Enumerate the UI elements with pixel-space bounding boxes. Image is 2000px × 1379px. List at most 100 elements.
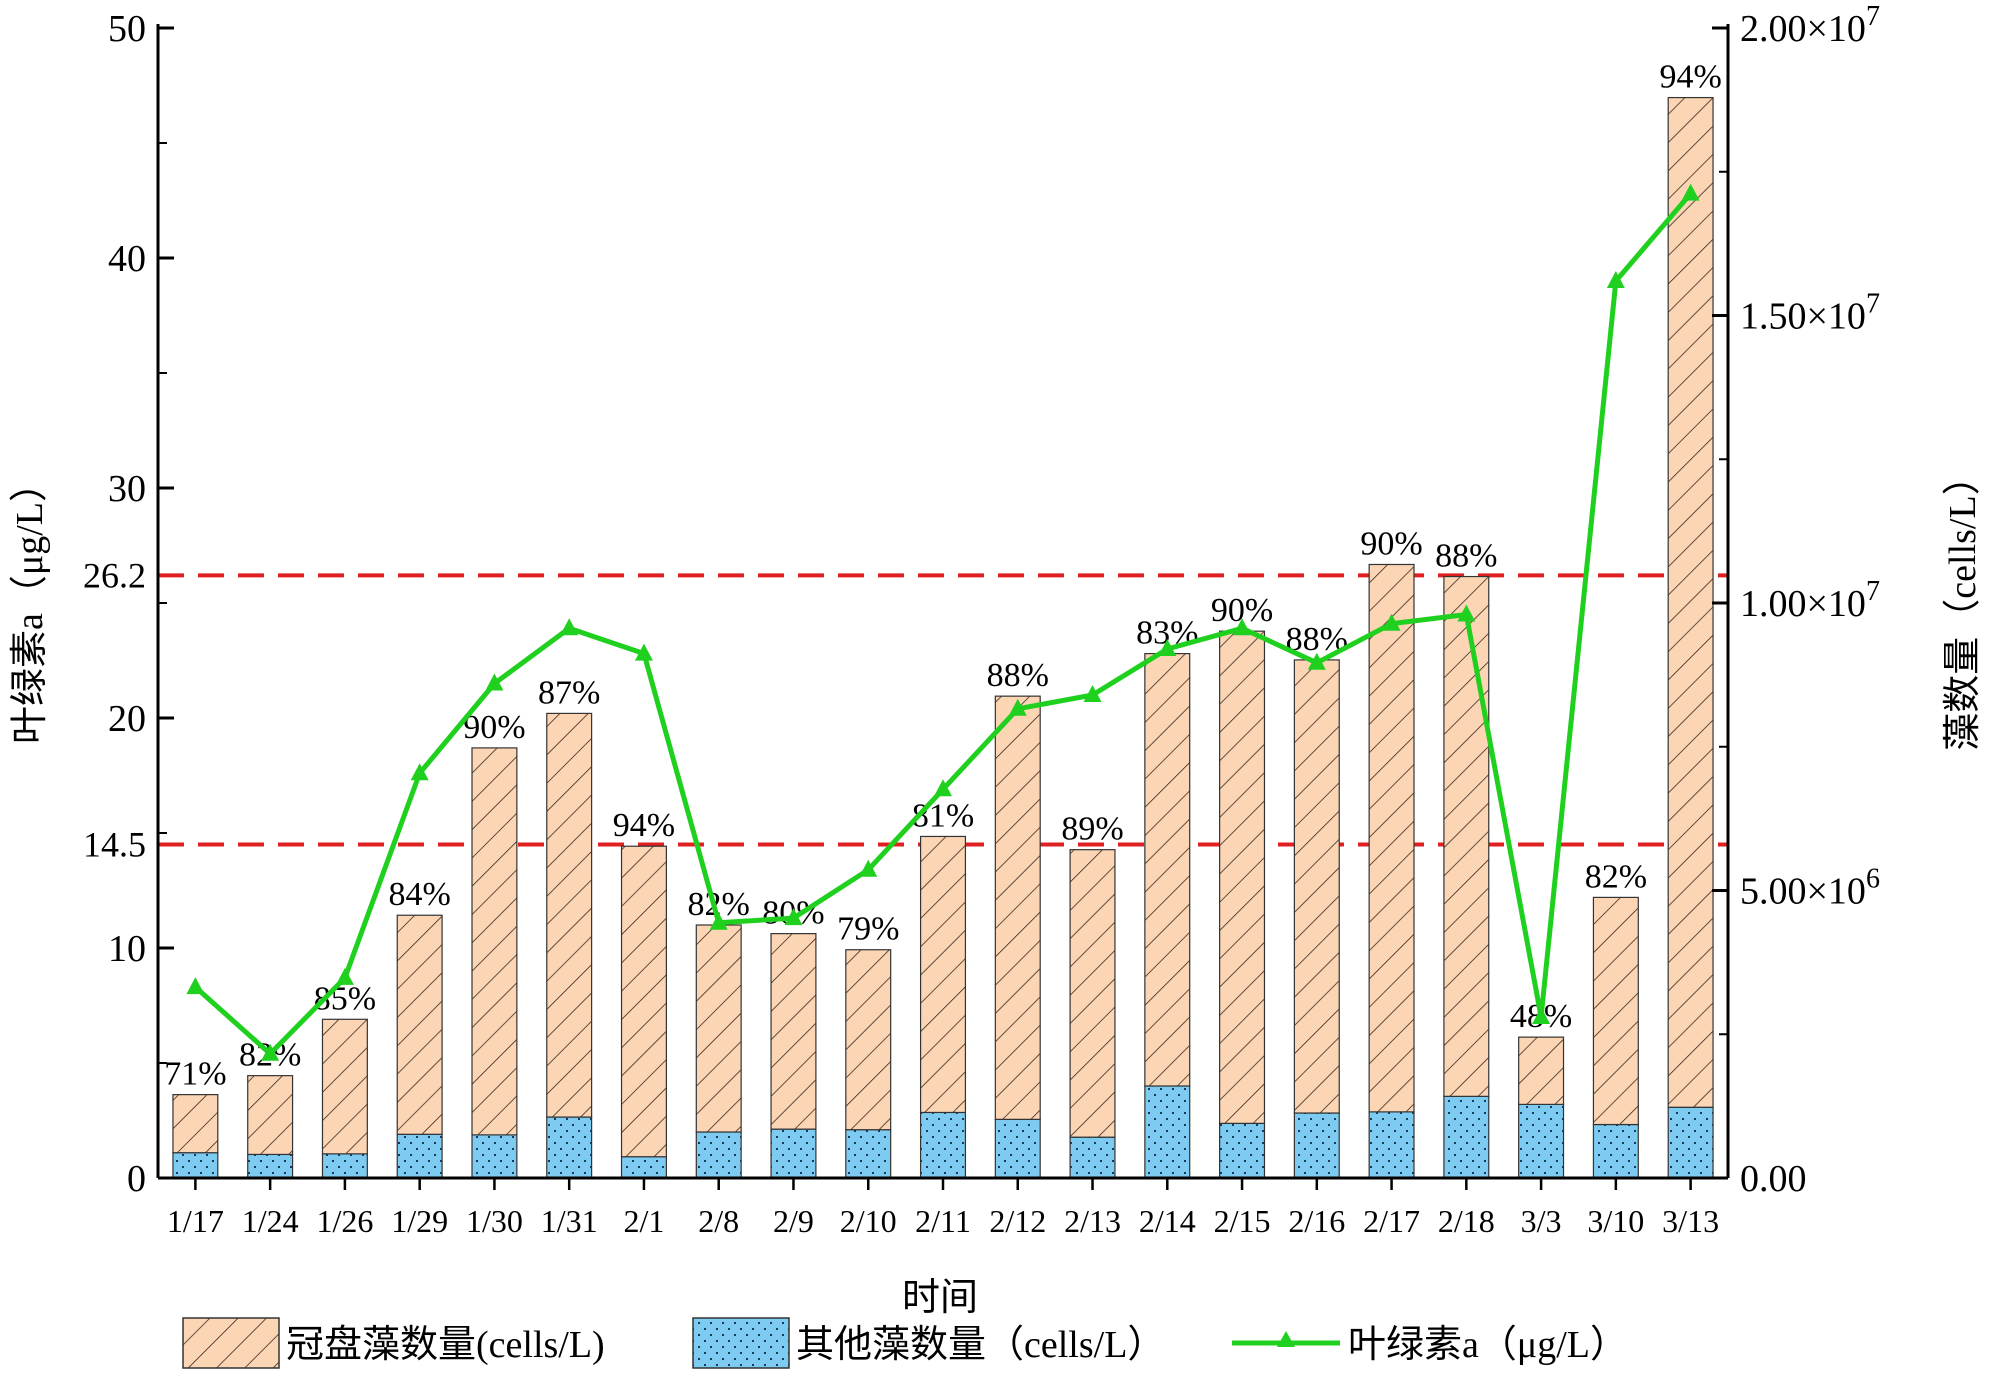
chlorophyll-point-5 (560, 618, 579, 636)
bar-dominant-4 (471, 747, 518, 1136)
chlorophyll-point-14 (1233, 618, 1252, 636)
bar-other-15 (1293, 1112, 1340, 1179)
y-right-tick-label-0: 0.00 (1740, 1158, 1807, 1200)
x-tick-label-4: 1/30 (466, 1203, 523, 1239)
y-axis-left-title: 叶绿素a（μg/L） (9, 464, 51, 744)
bar-other-5 (546, 1116, 593, 1179)
y-left-tick-label-4: 40 (108, 238, 146, 280)
chlorophyll-point-16 (1382, 613, 1401, 631)
bar-other-3 (396, 1133, 443, 1179)
bar-other-11 (994, 1118, 1041, 1179)
bar-dominant-3 (396, 914, 443, 1135)
x-tick-label-0: 1/17 (167, 1203, 224, 1239)
y-right-tick-label-3: 1.50×107 (1740, 289, 1880, 338)
bar-series (172, 96, 1714, 1179)
chlorophyll-point-0 (186, 977, 205, 995)
x-tick-label-10: 2/11 (915, 1203, 971, 1239)
x-tick-label-2: 1/26 (316, 1203, 373, 1239)
chlorophyll-point-15 (1307, 652, 1326, 670)
x-tick-label-20: 3/13 (1662, 1203, 1719, 1239)
bar-percent-label-3: 84% (389, 876, 451, 913)
bar-percent-label-0: 71% (164, 1056, 226, 1093)
x-tick-label-16: 2/17 (1363, 1203, 1420, 1239)
y-right-tick-label-2: 1.00×107 (1740, 576, 1880, 625)
bar-other-0 (172, 1152, 219, 1179)
chlorophyll-point-20 (1681, 183, 1700, 201)
bar-dominant-11 (994, 695, 1041, 1120)
bar-dominant-6 (620, 845, 667, 1158)
bar-dominant-5 (546, 712, 593, 1118)
bar-dominant-18 (1518, 1036, 1565, 1106)
x-tick-label-7: 2/8 (698, 1203, 739, 1239)
x-tick-label-3: 1/29 (391, 1203, 448, 1239)
bar-dominant-12 (1069, 849, 1116, 1138)
chlorophyll-point-1 (261, 1043, 280, 1061)
bar-dominant-1 (247, 1075, 294, 1156)
x-tick-label-13: 2/14 (1139, 1203, 1196, 1239)
bar-percent-label-9: 79% (837, 911, 899, 948)
bar-other-13 (1144, 1085, 1191, 1179)
bar-dominant-17 (1443, 575, 1490, 1097)
bar-other-20 (1667, 1106, 1714, 1179)
chlorophyll-point-10 (934, 779, 952, 797)
threshold-label-1: 14.5 (83, 825, 146, 865)
bar-percent-label-16: 90% (1360, 525, 1422, 562)
bar-dominant-13 (1144, 652, 1191, 1087)
bar-percent-label-4: 90% (463, 709, 525, 746)
bar-dominant-16 (1368, 563, 1415, 1113)
chlorophyll-point-7 (709, 912, 728, 930)
threshold-label-0: 26.2 (83, 555, 146, 595)
chlorophyll-point-18 (1532, 1007, 1551, 1024)
bar-other-16 (1368, 1111, 1415, 1179)
bar-percent-label-20: 94% (1659, 59, 1721, 96)
chlorophyll-point-13 (1158, 639, 1177, 656)
bar-other-9 (845, 1129, 892, 1179)
chlorophyll-point-2 (335, 967, 354, 985)
bar-percent-label-10: 81% (912, 797, 974, 834)
bar-other-8 (770, 1128, 817, 1179)
x-axis-title: 时间 (902, 1277, 978, 1319)
chlorophyll-point-9 (859, 859, 878, 877)
axes: 0 10 20 30 40 50 0.00 5.00×106 1.00×107 1.50×107 2… (108, 1, 1880, 1239)
bar-percent-label-12: 89% (1061, 811, 1123, 848)
chlorophyll-point-17 (1457, 604, 1476, 622)
bar-dominant-14 (1219, 630, 1266, 1124)
chlorophyll-point-19 (1606, 271, 1625, 288)
legend-label-dominant: 冠盘藻数量(cells/L) (286, 1324, 605, 1366)
bar-dominant-8 (770, 933, 817, 1130)
x-tick-label-17: 2/18 (1438, 1203, 1495, 1239)
y-left-tick-label-1: 10 (108, 928, 146, 970)
x-tick-label-6: 2/1 (624, 1203, 665, 1239)
bar-other-2 (321, 1153, 368, 1179)
y-left-tick-label-3: 30 (108, 468, 146, 510)
legend-label-chlorophyll: 叶绿素a（μg/L） (1348, 1324, 1628, 1366)
bar-percent-label-6: 94% (613, 807, 675, 844)
chlorophyll-point-11 (1008, 698, 1027, 716)
legend-marker-chlorophyll (1277, 1331, 1295, 1347)
bar-other-19 (1592, 1123, 1639, 1179)
bar-dominant-20 (1667, 96, 1714, 1108)
bar-dominant-15 (1293, 659, 1340, 1114)
bar-percent-label-11: 88% (987, 657, 1049, 694)
x-tick-label-5: 1/31 (541, 1203, 598, 1239)
y-right-tick-label-4: 2.00×107 (1740, 1, 1880, 50)
x-tick-label-11: 2/12 (989, 1203, 1046, 1239)
chlorophyll-point-3 (410, 763, 429, 781)
x-tick-label-15: 2/16 (1288, 1203, 1345, 1239)
bar-percent-label-5: 87% (538, 674, 600, 711)
bar-percent-label-17: 88% (1435, 538, 1497, 575)
bar-other-12 (1069, 1136, 1116, 1179)
y-axis-right-title: 藻数量（cells/L） (1942, 457, 1984, 750)
bar-dominant-7 (695, 924, 742, 1133)
bar-other-10 (919, 1111, 967, 1179)
chlorophyll-point-12 (1083, 685, 1102, 702)
bar-other-6 (620, 1156, 667, 1179)
y-left-tick-label-0: 0 (127, 1158, 146, 1200)
x-tick-label-1: 1/24 (242, 1203, 299, 1239)
x-tick-label-14: 2/15 (1214, 1203, 1271, 1239)
bar-other-17 (1443, 1095, 1490, 1179)
y-right-tick-label-1: 5.00×106 (1740, 864, 1880, 913)
x-tick-label-8: 2/9 (773, 1203, 814, 1239)
x-tick-label-18: 3/3 (1521, 1203, 1562, 1239)
